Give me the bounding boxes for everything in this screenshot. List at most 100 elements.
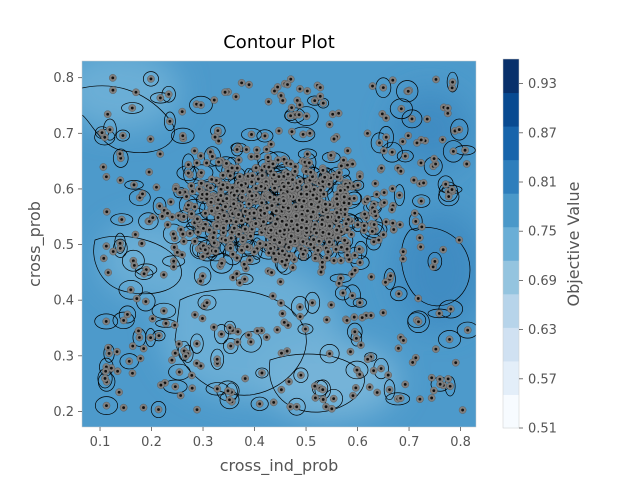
- trial-point-center: [177, 342, 181, 346]
- trial-point-center: [433, 260, 437, 263]
- trial-point-center: [339, 259, 343, 262]
- contour-line: [82, 85, 175, 153]
- trial-point-center: [334, 247, 338, 251]
- trial-point-center: [275, 328, 279, 332]
- trial-point-center: [210, 155, 214, 158]
- trial-point-center: [258, 402, 262, 406]
- trial-point-center: [320, 222, 324, 226]
- contour-line: [197, 294, 217, 311]
- trial-point-center: [457, 238, 461, 242]
- trial-point-center: [139, 357, 142, 360]
- trial-point-center: [219, 187, 223, 191]
- plot-area: [82, 61, 476, 427]
- trial-point-center: [418, 236, 422, 240]
- trial-point-center: [289, 77, 293, 81]
- x-tick-label: 0.1: [90, 435, 111, 450]
- trial-point-center: [193, 149, 196, 153]
- trial-point-center: [313, 99, 317, 103]
- trial-point-center: [162, 273, 166, 277]
- trial-point-center: [199, 364, 203, 368]
- trial-point-center: [245, 148, 248, 151]
- trial-point-center: [209, 150, 212, 154]
- trial-point-center: [286, 181, 290, 185]
- trial-point-center: [323, 175, 327, 179]
- trial-point-center: [210, 177, 214, 181]
- trial-point-center: [279, 388, 283, 392]
- trial-point-center: [300, 205, 304, 209]
- trial-point-center: [268, 195, 272, 199]
- trial-point-center: [434, 162, 438, 166]
- trial-point-center: [263, 212, 266, 215]
- trial-point-center: [294, 205, 298, 209]
- trial-point-center: [231, 252, 235, 256]
- contour-line: [115, 129, 130, 142]
- trial-point-center: [358, 301, 362, 305]
- x-tick-label: 0.6: [347, 435, 368, 450]
- trial-point-center: [298, 103, 302, 107]
- trial-point-center: [355, 368, 359, 372]
- trial-point-center: [466, 328, 470, 332]
- trial-point-center: [350, 294, 354, 298]
- trial-point-center: [450, 86, 454, 90]
- trial-point-center: [204, 211, 207, 215]
- trial-point-center: [271, 162, 275, 166]
- trial-point-center: [300, 218, 304, 222]
- trial-point-center: [353, 330, 357, 334]
- trial-point-center: [223, 90, 227, 94]
- trial-point-center: [262, 220, 265, 224]
- trial-point-center: [406, 134, 410, 137]
- trial-point-center: [226, 169, 230, 173]
- trial-point-center: [172, 245, 176, 249]
- trial-point-center: [297, 113, 301, 117]
- contour-line: [210, 348, 225, 370]
- trial-point-center: [313, 256, 317, 260]
- trial-point-center: [142, 347, 146, 350]
- trial-point-center: [450, 188, 454, 191]
- trial-point-center: [157, 408, 160, 411]
- trial-point-center: [132, 183, 136, 187]
- trial-point-center: [432, 157, 436, 161]
- trial-point-center: [398, 193, 401, 197]
- y-tick-label: 0.5: [53, 238, 74, 253]
- trial-point-center: [418, 397, 422, 401]
- contour-line: [370, 132, 389, 154]
- trial-point-center: [140, 242, 144, 245]
- trial-point-center: [122, 319, 126, 322]
- trial-point-center: [371, 84, 374, 88]
- contour-line: [138, 212, 159, 231]
- trial-point-center: [127, 359, 131, 363]
- trial-point-center: [344, 222, 348, 226]
- x-tick-label: 0.3: [193, 435, 214, 450]
- trial-point-center: [447, 195, 451, 198]
- contour-line: [383, 379, 396, 401]
- trial-points: [98, 74, 472, 414]
- trial-point-center: [254, 166, 258, 170]
- trial-point-center: [343, 238, 347, 242]
- trial-point-center: [373, 182, 377, 185]
- trial-point-center: [294, 214, 298, 218]
- trial-point-center: [186, 171, 190, 175]
- contour-line: [385, 392, 411, 406]
- trial-point-center: [216, 216, 220, 219]
- trial-point-center: [246, 217, 250, 221]
- trial-point-center: [241, 236, 245, 240]
- trial-point-center: [329, 153, 333, 157]
- trial-point-center: [289, 114, 293, 118]
- contour-line: [256, 129, 274, 143]
- trial-point-center: [118, 246, 122, 250]
- trial-point-center: [293, 165, 297, 169]
- trial-point-center: [317, 239, 321, 243]
- trial-point-center: [298, 305, 302, 309]
- trial-point-center: [465, 162, 469, 166]
- trial-point-center: [222, 214, 226, 218]
- trial-point-center: [142, 272, 146, 276]
- trial-point-center: [392, 228, 396, 231]
- trial-point-center: [190, 212, 193, 216]
- trial-point-center: [273, 179, 277, 183]
- trial-point-center: [212, 98, 216, 102]
- trial-point-center: [276, 158, 280, 162]
- trial-point-center: [369, 275, 373, 279]
- trial-point-center: [231, 186, 234, 189]
- trial-point-center: [209, 200, 213, 204]
- trial-point-center: [250, 133, 253, 136]
